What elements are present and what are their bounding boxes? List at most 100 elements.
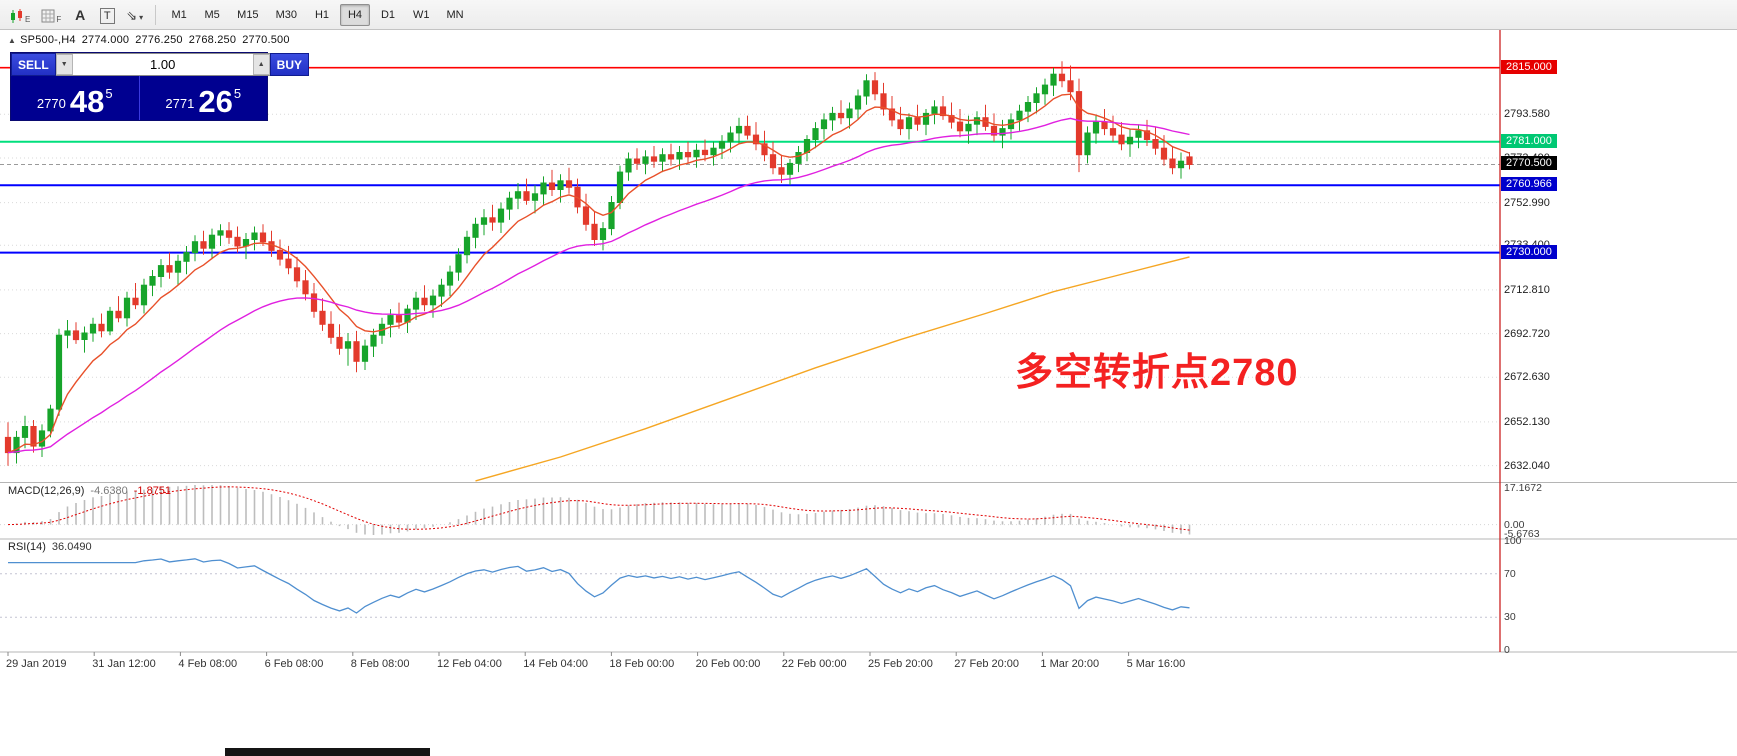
candle-body bbox=[438, 284, 445, 297]
price-chart[interactable] bbox=[0, 30, 1737, 756]
macd-signal-line bbox=[7, 486, 1190, 531]
candle-body bbox=[1143, 130, 1151, 141]
candle-body bbox=[591, 223, 598, 241]
candle-body bbox=[718, 141, 726, 149]
candle-body bbox=[820, 119, 828, 130]
candle-body bbox=[506, 197, 513, 210]
candle-body bbox=[1109, 128, 1117, 136]
sell-button[interactable]: SELL bbox=[11, 53, 56, 76]
chart-style-icon[interactable]: E bbox=[6, 4, 34, 26]
candle-body bbox=[735, 125, 743, 134]
candle-body bbox=[1126, 136, 1134, 145]
toolbar-separator bbox=[155, 4, 157, 25]
candle-body bbox=[106, 310, 114, 332]
candle-body bbox=[642, 156, 649, 164]
candle-body bbox=[761, 143, 768, 156]
candle-body bbox=[208, 234, 216, 249]
text-tool-icon[interactable]: T bbox=[95, 4, 119, 26]
moving-average-slow bbox=[475, 256, 1190, 482]
candle-body bbox=[973, 117, 981, 125]
timeframe-w1-button[interactable]: W1 bbox=[406, 4, 437, 26]
candle-body bbox=[4, 436, 12, 454]
candle-body bbox=[939, 106, 947, 117]
candle-body bbox=[514, 191, 522, 199]
toolbar: E F A T ⇘ ▾ M1 M5 M15 M30 H1 H4 D1 W1 MN bbox=[0, 0, 1737, 30]
grid-icon[interactable]: F bbox=[37, 4, 65, 26]
candle-body bbox=[217, 230, 224, 236]
font-tool-icon[interactable]: A bbox=[75, 6, 86, 23]
macd-signal-value: -1.8751 bbox=[133, 485, 172, 497]
candle-body bbox=[387, 315, 394, 325]
timeframe-h4-button[interactable]: H4 bbox=[339, 3, 370, 26]
timeframe-m1-button[interactable]: M1 bbox=[164, 4, 194, 26]
moving-average-medium bbox=[7, 117, 1190, 454]
candle-body bbox=[1084, 132, 1091, 156]
timeframe-m15-button[interactable]: M15 bbox=[230, 4, 265, 26]
candle-body bbox=[616, 171, 624, 204]
candle-body bbox=[55, 334, 63, 410]
sell-price-point: 5 bbox=[105, 86, 113, 101]
candle-body bbox=[72, 330, 80, 341]
candle-body bbox=[931, 106, 938, 114]
candle-body bbox=[489, 217, 496, 223]
timeframe-d1-button[interactable]: D1 bbox=[373, 4, 403, 26]
candle-body bbox=[310, 293, 318, 312]
candle-body bbox=[353, 341, 360, 362]
buy-price-display[interactable]: 2771 26 5 bbox=[140, 76, 268, 120]
candle-body bbox=[650, 156, 658, 162]
close-value: 2770.500 bbox=[242, 34, 290, 46]
candle-body bbox=[633, 158, 641, 164]
candle-body bbox=[13, 436, 20, 454]
candle-body bbox=[38, 430, 46, 447]
sell-price-display[interactable]: 2770 48 5 bbox=[11, 76, 140, 120]
candle-body bbox=[293, 267, 301, 282]
volume-input[interactable] bbox=[72, 54, 253, 75]
volume-decrease-button[interactable]: ▼ bbox=[55, 54, 73, 75]
timeframe-m30-button[interactable]: M30 bbox=[269, 4, 304, 26]
candle-body bbox=[1160, 147, 1168, 160]
candle-body bbox=[89, 323, 97, 334]
collapse-icon[interactable]: ▲ bbox=[8, 36, 17, 45]
candle-body bbox=[302, 280, 309, 295]
candle-body bbox=[599, 228, 607, 241]
candle-body bbox=[659, 154, 666, 162]
candle-body bbox=[1169, 158, 1176, 169]
candle-body bbox=[480, 217, 488, 225]
rsi-line bbox=[8, 558, 1190, 614]
volume-increase-button[interactable]: ▲ bbox=[252, 54, 270, 75]
timeframe-h1-button[interactable]: H1 bbox=[307, 4, 337, 26]
rsi-value: 36.0490 bbox=[51, 541, 92, 553]
candle-body bbox=[990, 125, 998, 136]
candle-body bbox=[421, 297, 428, 306]
candle-body bbox=[523, 191, 530, 201]
candle-body bbox=[829, 112, 836, 121]
buy-button[interactable]: BUY bbox=[269, 53, 310, 76]
candle-body bbox=[565, 180, 573, 188]
buy-price-pips: 26 bbox=[198, 83, 233, 119]
chevron-down-icon: ▾ bbox=[139, 12, 144, 22]
candle-body bbox=[582, 206, 590, 225]
chart-style-sub-label: E bbox=[25, 14, 31, 24]
candle-body bbox=[412, 297, 420, 310]
candle-body bbox=[1024, 102, 1032, 112]
timeframe-m5-button[interactable]: M5 bbox=[197, 4, 227, 26]
candle-body bbox=[871, 80, 879, 95]
one-click-trading-panel: SELL ▼ ▲ BUY 2770 48 5 2771 26 5 bbox=[10, 52, 310, 121]
candle-body bbox=[1177, 160, 1185, 169]
candle-body bbox=[200, 241, 207, 249]
candle-body bbox=[47, 408, 54, 432]
high-value: 2776.250 bbox=[135, 34, 183, 46]
bottom-scrollbar-thumb[interactable] bbox=[225, 748, 430, 756]
arrow-glyph: ⇘ bbox=[126, 7, 138, 23]
candle-body bbox=[259, 232, 267, 243]
candle-body bbox=[455, 254, 462, 273]
moving-average-fast bbox=[7, 93, 1190, 454]
candle-body bbox=[276, 249, 284, 260]
candle-body bbox=[540, 182, 547, 195]
timeframe-mn-button[interactable]: MN bbox=[439, 4, 470, 26]
candle-body bbox=[922, 112, 930, 125]
buy-price-whole: 2771 bbox=[165, 96, 195, 111]
candle-body bbox=[174, 260, 182, 273]
arrow-tool-icon[interactable]: ⇘ ▾ bbox=[122, 4, 147, 26]
candle-body bbox=[786, 162, 794, 175]
